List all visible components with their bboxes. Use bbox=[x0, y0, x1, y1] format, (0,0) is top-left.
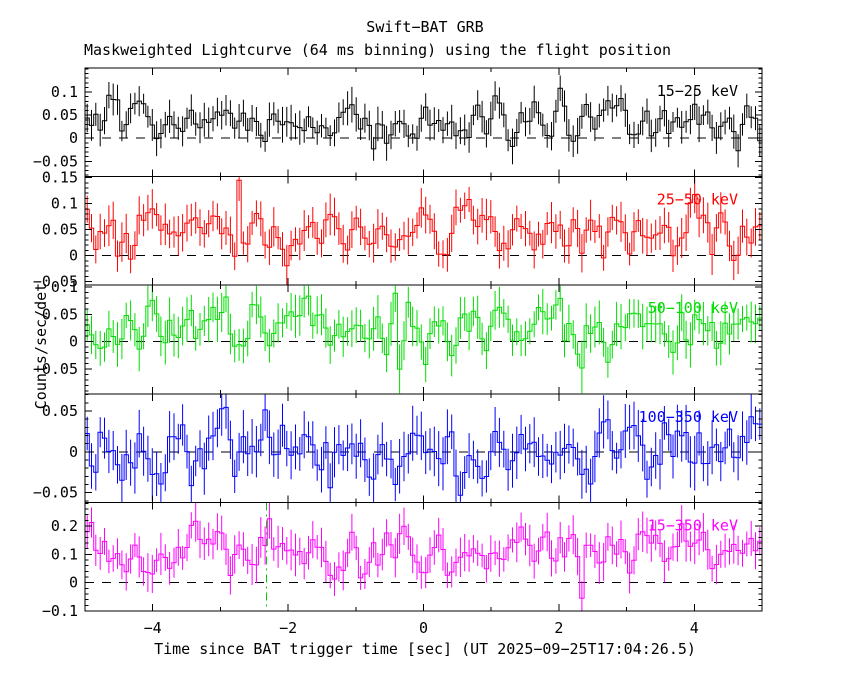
x-tick-label: −4 bbox=[144, 619, 162, 637]
y-tick-label: −0.05 bbox=[33, 360, 78, 378]
y-tick-label: 0.05 bbox=[42, 106, 78, 124]
y-tick-label: −0.1 bbox=[42, 602, 78, 620]
y-tick-label: 0.1 bbox=[51, 278, 78, 296]
chart-subtitle: Maskweighted Lightcurve (64 ms binning) … bbox=[84, 41, 671, 59]
band-label: 15−350 keV bbox=[648, 516, 738, 534]
histogram-line bbox=[85, 179, 762, 267]
histogram-line bbox=[85, 292, 762, 370]
y-tick-label: 0.05 bbox=[42, 221, 78, 239]
y-tick-label: 0.05 bbox=[42, 305, 78, 323]
error-bars bbox=[86, 75, 761, 168]
band-label: 25−50 keV bbox=[657, 191, 738, 209]
error-bars bbox=[86, 285, 761, 394]
y-tick-label: 0 bbox=[69, 443, 78, 461]
panel-data-1 bbox=[85, 75, 762, 168]
y-tick-label: −0.05 bbox=[33, 273, 78, 291]
panel-ticks-5 bbox=[85, 502, 762, 612]
histogram-line bbox=[85, 87, 762, 152]
panel-ticks-2 bbox=[85, 176, 762, 286]
panel-data-3 bbox=[85, 285, 762, 394]
y-tick-label: 0.05 bbox=[42, 402, 78, 420]
y-tick-label: 0.15 bbox=[42, 169, 78, 187]
y-tick-label: 0.1 bbox=[51, 545, 78, 563]
x-tick-label: 4 bbox=[690, 619, 699, 637]
x-tick-label: 0 bbox=[419, 619, 428, 637]
x-tick-label: 2 bbox=[554, 619, 563, 637]
y-tick-label: 0.1 bbox=[51, 195, 78, 213]
band-label: 100−350 keV bbox=[639, 408, 738, 426]
panel-ticks-1 bbox=[85, 68, 762, 177]
band-label: 15−25 keV bbox=[657, 82, 738, 100]
y-tick-label: 0 bbox=[69, 247, 78, 265]
y-tick-label: −0.05 bbox=[33, 152, 78, 170]
panel-ticks-4 bbox=[85, 393, 762, 503]
error-bars bbox=[86, 394, 761, 502]
y-tick-label: 0.2 bbox=[51, 517, 78, 535]
y-tick-label: 0.1 bbox=[51, 83, 78, 101]
y-tick-label: −0.05 bbox=[33, 484, 78, 502]
histogram-line bbox=[85, 518, 762, 599]
panel-data-4 bbox=[85, 394, 762, 502]
histogram-line bbox=[85, 406, 762, 496]
chart-title: Swift−BAT GRB bbox=[366, 18, 484, 36]
x-tick-label: −2 bbox=[279, 619, 297, 637]
panel-ticks-3 bbox=[85, 285, 762, 394]
x-axis-label: Time since BAT trigger time [sec] (UT 20… bbox=[154, 640, 696, 658]
y-tick-label: 0 bbox=[69, 333, 78, 351]
band-label: 50−100 keV bbox=[648, 299, 738, 317]
y-tick-label: 0 bbox=[69, 574, 78, 592]
y-tick-label: 0 bbox=[69, 129, 78, 147]
